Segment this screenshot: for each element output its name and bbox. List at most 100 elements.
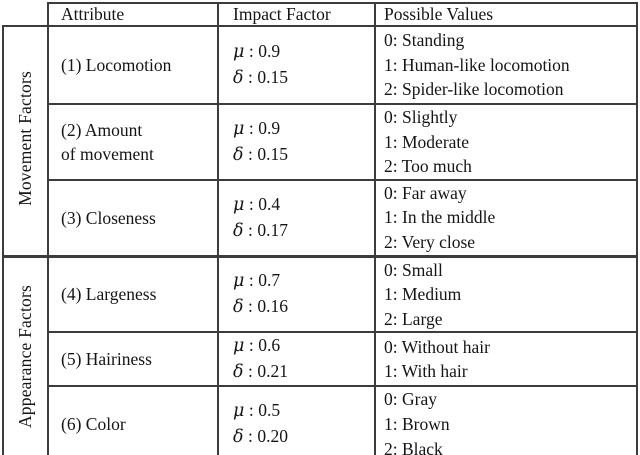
table-row: Appearance Factors (4) Largeness μ:0.7 δ… (2, 254, 638, 455)
possible-values-cell: 0: Without hair 1: With hair (374, 331, 638, 388)
delta-value: 0.20 (257, 426, 289, 447)
colon-separator: : (248, 426, 253, 447)
mu-symbol: μ (233, 401, 245, 422)
row-group-label: Movement Factors (14, 70, 35, 206)
possible-values-cell: 0: Standing 1: Human-like locomotion 2: … (374, 25, 638, 105)
colon-separator: : (248, 193, 254, 214)
mu-value: 0.4 (258, 193, 281, 214)
possible-values-cell: 0: Small 1: Medium 2: Large (374, 254, 638, 334)
mu-line: μ:0.9 (233, 116, 374, 142)
value-option: 0: Gray (384, 389, 437, 410)
corner-spacer (3, 3, 48, 27)
delta-value: 0.15 (257, 143, 289, 164)
value-option: 0: Far away (384, 182, 467, 203)
attribute-cell: (2) Amount of movement (47, 103, 219, 181)
mu-value: 0.5 (258, 400, 281, 421)
mu-value: 0.7 (258, 270, 281, 291)
row-group-label: Appearance Factors (14, 285, 35, 429)
table-row: Movement Factors (1) Locomotion μ:0.9 δ:… (2, 24, 638, 258)
mu-symbol: μ (233, 118, 245, 139)
value-option: 2: Large (384, 308, 443, 329)
delta-symbol: δ (233, 362, 244, 383)
column-header-attribute: Attribute (47, 2, 219, 27)
value-option: 1: Medium (384, 284, 462, 305)
value-option: 1: Human-like locomotion (384, 54, 570, 75)
value-option: 0: Small (384, 259, 443, 280)
column-header-possible-values: Possible Values (374, 2, 638, 27)
delta-line: δ:0.15 (233, 142, 374, 168)
colon-separator: : (248, 270, 254, 291)
value-option: 1: Moderate (384, 131, 470, 152)
column-header-impact-factor: Impact Factor (217, 2, 376, 27)
possible-values-cell: 0: Slightly 1: Moderate 2: Too much (374, 103, 638, 181)
colon-separator: : (248, 219, 253, 240)
delta-value: 0.16 (257, 296, 289, 317)
attribute-label: (3) Closeness (61, 207, 156, 228)
delta-symbol: δ (233, 144, 244, 165)
attribute-label: (2) Amount of movement (61, 119, 154, 164)
attribute-cell: (6) Color (47, 385, 219, 455)
attribute-label: (6) Color (61, 414, 126, 435)
impact-factor-cell: μ:0.5 δ:0.20 (217, 385, 376, 455)
table-row: (5) Hairiness μ:0.6 δ:0.21 0: Without ha… (3, 331, 638, 388)
delta-line: δ:0.21 (233, 359, 374, 385)
mu-symbol: μ (233, 194, 245, 215)
mu-line: μ:0.4 (233, 192, 374, 218)
attribute-label: (5) Hairiness (61, 349, 152, 370)
value-option: 1: In the middle (384, 207, 496, 228)
mu-value: 0.9 (258, 117, 281, 138)
attribute-cell: (1) Locomotion (47, 25, 219, 105)
delta-line: δ:0.20 (233, 424, 374, 450)
impact-factor-cell: μ:0.9 δ:0.15 (217, 25, 376, 105)
colon-separator: : (248, 143, 253, 164)
delta-symbol: δ (233, 220, 244, 241)
value-option: 2: Black (384, 438, 443, 455)
colon-separator: : (248, 296, 253, 317)
mu-line: μ:0.5 (233, 398, 374, 424)
possible-values-cell: 0: Gray 1: Brown 2: Black (374, 385, 638, 455)
colon-separator: : (248, 67, 253, 87)
delta-symbol: δ (233, 297, 244, 318)
value-option: 0: Without hair (384, 336, 490, 357)
delta-line: δ:0.16 (233, 294, 374, 320)
mu-line: μ:0.9 (233, 39, 374, 65)
delta-symbol: δ (233, 68, 244, 88)
colon-separator: : (248, 41, 254, 61)
mu-symbol: μ (233, 336, 245, 357)
mu-value: 0.9 (258, 41, 281, 61)
delta-value: 0.17 (257, 219, 289, 240)
impact-factor-cell: μ:0.7 δ:0.16 (217, 254, 376, 334)
value-option: 2: Spider-like locomotion (384, 79, 564, 100)
impact-factor-cell: μ:0.6 δ:0.21 (217, 331, 376, 388)
value-option: 2: Too much (384, 156, 472, 177)
row-group-appearance-factors: Appearance Factors (2, 254, 49, 455)
impact-factor-cell: μ:0.9 δ:0.15 (217, 103, 376, 181)
attribute-cell: (3) Closeness (47, 178, 219, 258)
mu-symbol: μ (233, 42, 245, 62)
colon-separator: : (248, 117, 254, 138)
value-option: 2: Very close (384, 231, 476, 252)
delta-value: 0.21 (257, 361, 289, 382)
possible-values-cell: 0: Far away 1: In the middle 2: Very clo… (374, 178, 638, 258)
value-option: 0: Standing (384, 30, 465, 51)
table-row: (6) Color μ:0.5 δ:0.20 0: Gray 1: Brown … (3, 385, 638, 455)
mu-symbol: μ (233, 271, 245, 292)
row-group-movement-factors: Movement Factors (2, 24, 49, 258)
colon-separator: : (248, 335, 254, 356)
delta-line: δ:0.15 (233, 65, 374, 91)
value-option: 0: Slightly (384, 107, 458, 127)
impact-factor-cell: μ:0.4 δ:0.17 (217, 178, 376, 258)
value-option: 1: With hair (384, 361, 468, 382)
table-row: (2) Amount of movement μ:0.9 δ:0.15 0: S… (3, 103, 638, 181)
attribute-cell: (4) Largeness (47, 254, 219, 334)
header-row: Attribute Impact Factor Possible Values (3, 2, 638, 27)
delta-line: δ:0.17 (233, 218, 374, 244)
mu-line: μ:0.7 (233, 268, 374, 294)
attribute-label: (1) Locomotion (61, 55, 172, 75)
colon-separator: : (248, 361, 253, 382)
table-row: (3) Closeness μ:0.4 δ:0.17 0: Far away 1… (3, 178, 638, 258)
mu-line: μ:0.6 (233, 333, 374, 359)
delta-symbol: δ (233, 427, 244, 448)
